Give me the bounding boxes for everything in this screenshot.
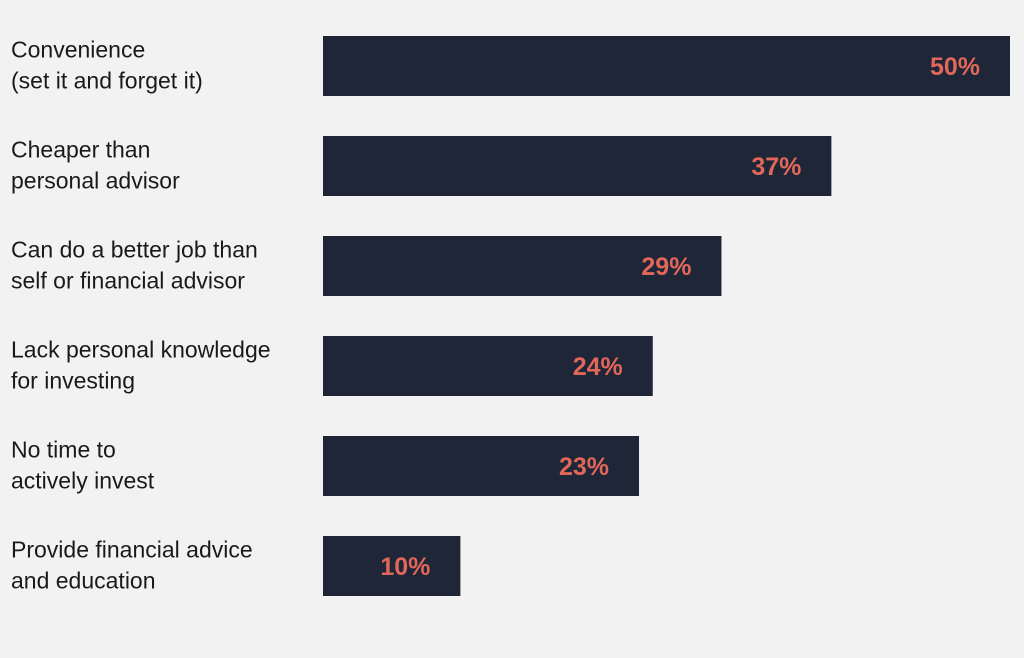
bar [323, 36, 1010, 96]
category-label-line: self or financial advisor [11, 268, 245, 294]
category-label-line: Lack personal knowledge [11, 337, 271, 363]
category-label-line: personal advisor [11, 168, 180, 194]
bar [323, 236, 722, 296]
category-label: Lack personal knowledge for investing [11, 337, 271, 394]
value-label: 23% [559, 453, 609, 481]
category-label-line: Provide financial advice [11, 537, 253, 563]
value-label: 50% [930, 53, 980, 81]
category-label-line: Cheaper than [11, 137, 150, 163]
category-label: No time to actively invest [11, 437, 155, 494]
category-label: Cheaper than personal advisor [11, 137, 180, 194]
value-label: 29% [641, 253, 691, 281]
value-label: 37% [751, 153, 801, 181]
value-label: 24% [573, 353, 623, 381]
category-label-line: Convenience [11, 37, 145, 63]
bar [323, 136, 832, 196]
category-label-line: and education [11, 568, 156, 594]
bar [323, 536, 461, 596]
category-label-line: (set it and forget it) [11, 68, 203, 94]
category-label-line: actively invest [11, 468, 155, 494]
category-label-line: No time to [11, 437, 116, 463]
category-label-line: for investing [11, 368, 135, 394]
category-label: Can do a better job than self or financia… [11, 237, 258, 294]
category-label-line: Can do a better job than [11, 237, 258, 263]
value-label: 10% [380, 553, 430, 581]
bar [323, 336, 653, 396]
category-label: Convenience (set it and forget it) [11, 37, 203, 94]
bar [323, 436, 640, 496]
category-label: Provide financial advice and education [11, 537, 253, 594]
